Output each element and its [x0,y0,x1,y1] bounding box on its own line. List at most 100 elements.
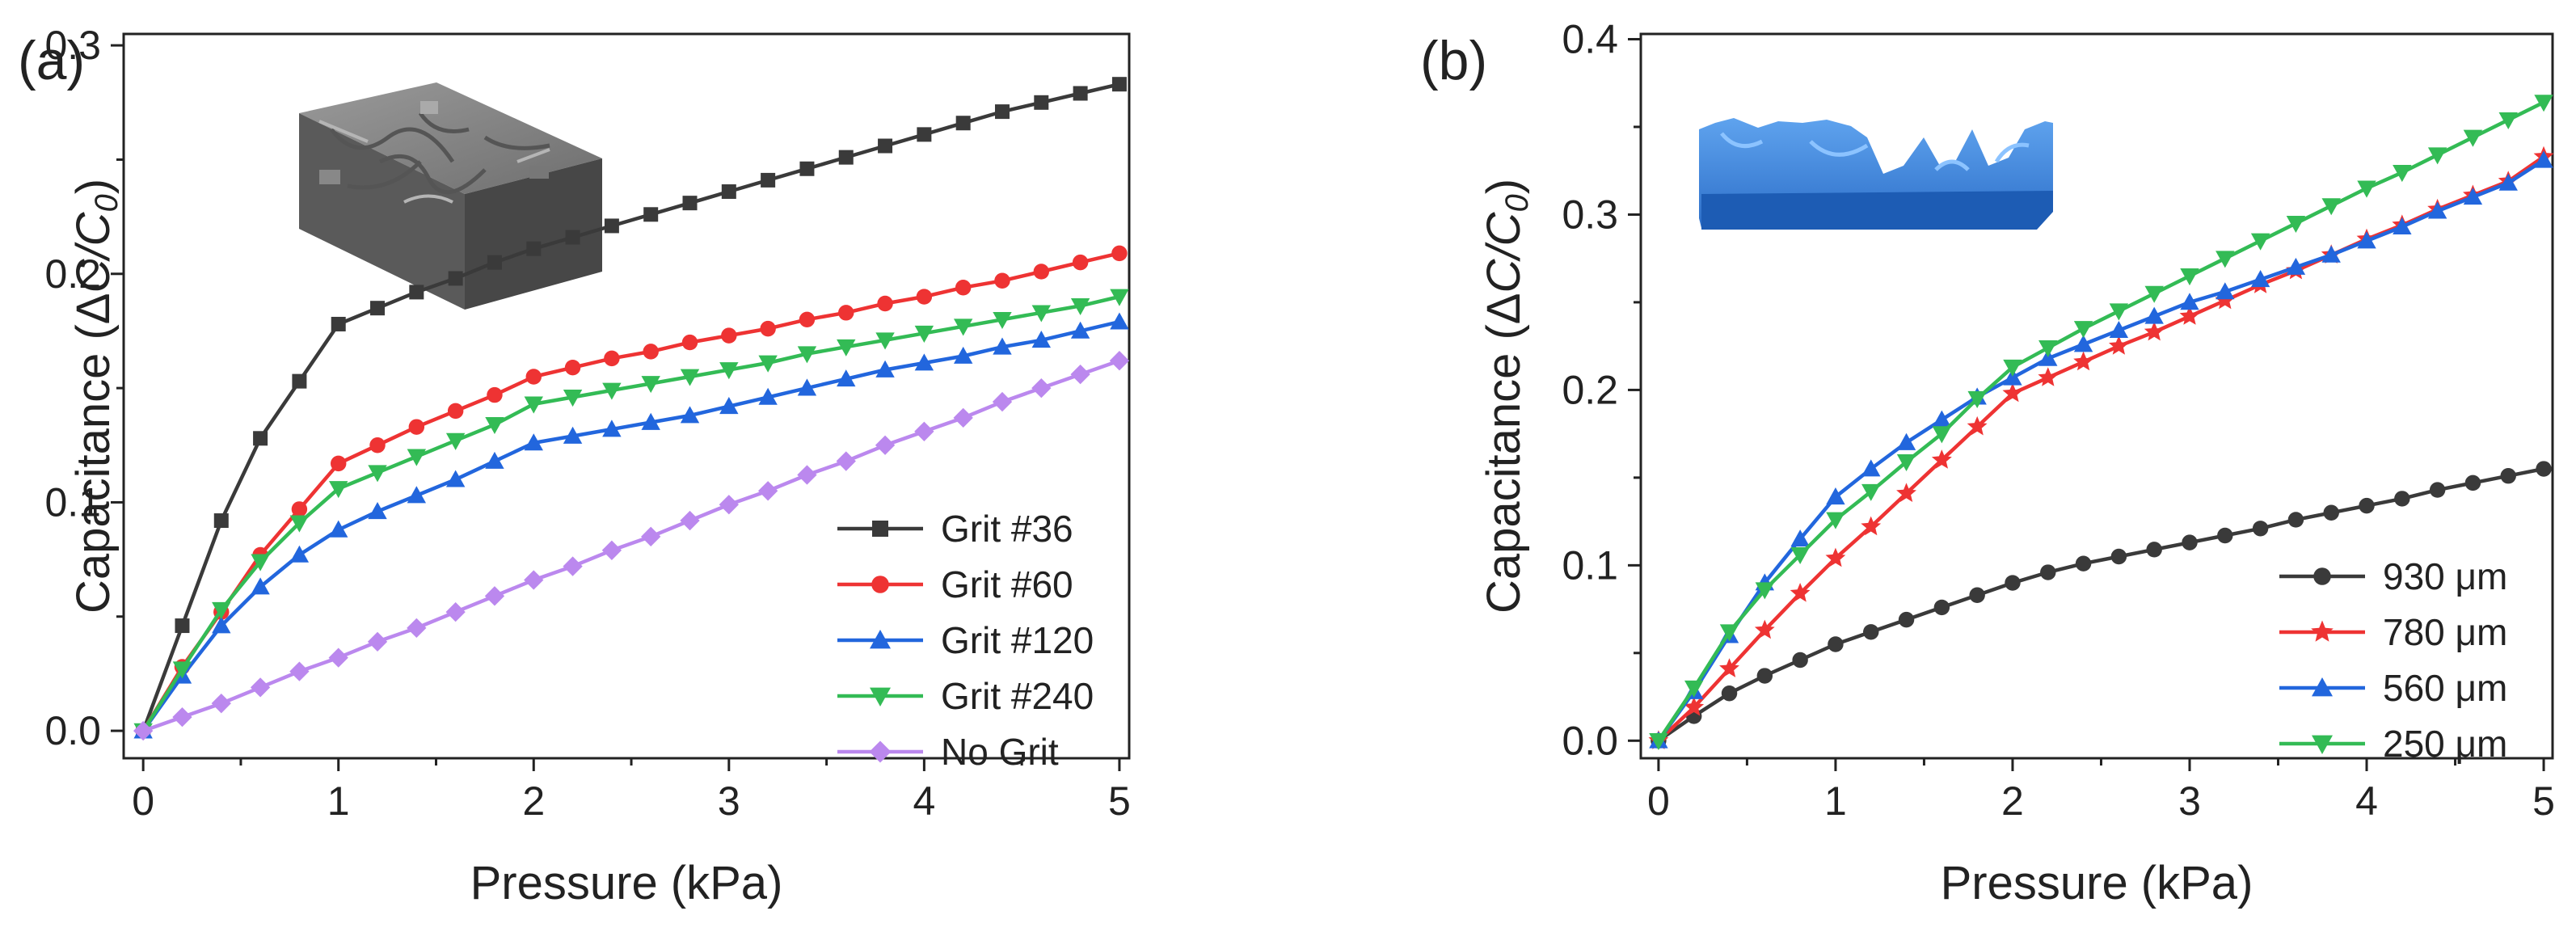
data-point-b-0-3 [1756,668,1773,684]
data-point-b-3-8 [1932,426,1952,444]
data-point-b-0-23 [2464,474,2481,491]
panel-a-label: (a) [18,30,85,91]
data-point-a-1-16 [760,320,776,337]
series-b-3 [1649,95,2553,751]
data-point-a-4-6 [367,631,388,652]
data-point-a-1-6 [369,437,386,453]
data-point-a-0-22 [994,104,1010,120]
data-point-a-1-17 [799,311,816,328]
x-tick-label-b: 0 [1647,778,1670,824]
data-point-a-2-15 [719,397,739,415]
data-point-a-3-5 [329,481,348,499]
data-point-a-1-23 [1033,264,1050,280]
data-point-b-0-22 [2429,482,2446,498]
data-point-a-4-9 [484,586,505,606]
x-tick-label-b: 2 [2001,778,2024,824]
data-point-b-0-8 [1933,599,1950,616]
legend-label-a-3: Grit #240 [941,675,1094,717]
data-point-b-0-14 [2146,542,2162,558]
data-point-a-3-11 [563,390,583,407]
data-point-b-0-20 [2359,497,2375,514]
y-tick-label-b: 0.1 [1562,542,1618,588]
data-point-a-0-7 [409,285,424,300]
data-point-a-3-13 [641,376,660,394]
x-tick-label-b: 4 [2355,778,2378,824]
data-point-a-4-2 [211,694,231,714]
legend-label-b-0: 930 μm [2383,555,2507,597]
data-point-b-1-7 [1896,483,1916,502]
data-point-a-1-7 [408,419,425,435]
data-point-b-0-12 [2075,555,2092,572]
data-point-b-1-16 [2215,289,2236,310]
data-point-a-4-7 [407,618,427,639]
data-point-a-4-4 [289,661,310,681]
x-tick-label-a: 2 [522,778,545,824]
data-point-a-4-14 [680,510,700,531]
data-point-a-1-12 [604,350,620,367]
x-tick-label-a: 1 [327,778,350,824]
data-point-a-3-3 [251,554,270,572]
data-point-a-0-2 [213,513,229,529]
data-point-a-1-21 [955,280,972,296]
data-point-b-0-5 [1828,636,1844,652]
legend-label-b-2: 560 μm [2383,667,2507,709]
data-point-a-1-22 [994,272,1010,289]
series-line-a-2 [141,319,1120,732]
data-point-b-2-22 [2427,201,2447,219]
data-point-b-1-6 [1861,516,1882,536]
data-point-a-3-2 [212,601,231,619]
data-point-a-0-10 [526,241,542,256]
data-point-b-3-22 [2427,147,2447,165]
data-point-a-1-8 [447,403,464,420]
data-point-a-0-20 [917,127,932,142]
data-point-b-1-13 [2109,335,2129,355]
data-point-b-3-15 [2180,268,2199,286]
plot-frame-a [122,32,1131,760]
data-point-a-0-19 [878,138,893,154]
grit-mold-inset-icon [299,82,602,310]
data-point-a-1-15 [721,327,737,344]
y-tick-label-b: 0.4 [1562,17,1618,62]
data-point-b-3-9 [1967,390,1987,408]
data-point-a-3-17 [797,346,817,364]
data-point-b-3-20 [2357,180,2376,198]
x-tick-label-b: 5 [2532,778,2555,824]
data-point-b-3-1 [1684,680,1704,698]
data-point-b-3-17 [2250,233,2270,251]
data-point-a-2-25 [1110,312,1129,330]
legend-a: Grit #36 Grit #60 Grit #120 Grit #240 No Gri… [837,508,1094,773]
data-point-b-3-16 [2216,251,2235,268]
data-point-b-1-1 [1684,697,1705,716]
data-point-b-2-18 [2286,257,2306,275]
data-point-a-4-10 [524,570,544,590]
data-point-b-2-7 [1896,432,1916,450]
data-point-a-3-24 [1070,297,1090,316]
series-line-b-2 [1657,158,2545,742]
data-point-b-0-18 [2287,512,2304,528]
data-point-a-3-7 [407,449,427,466]
data-point-b-0-2 [1721,685,1738,702]
data-point-a-2-10 [524,433,543,451]
data-point-a-3-19 [875,332,895,350]
data-point-a-4-18 [836,451,856,471]
data-point-a-4-12 [601,540,622,560]
data-point-b-3-11 [2038,340,2058,358]
data-point-a-1-24 [1072,254,1089,271]
y-tick-label-a: 0.2 [44,251,101,297]
legend-label-b-1: 780 μm [2383,611,2507,653]
x-tick-label-a: 0 [132,778,154,824]
legend-marker-a-3 [870,687,891,706]
data-point-a-3-4 [289,515,310,533]
data-point-a-3-9 [485,416,504,435]
data-point-a-1-10 [525,369,542,385]
data-point-a-3-15 [719,362,739,380]
y-axis-title-b: Capacitance (ΔC/C0) [1478,179,1535,614]
data-point-b-1-12 [2073,351,2093,371]
legend-marker-a-2 [870,630,891,649]
data-point-a-3-25 [1110,289,1129,306]
x-axis-title-b: Pressure (kPa) [1941,857,2253,909]
x-tick-label-a: 4 [913,778,935,824]
data-point-b-0-13 [2110,548,2127,565]
data-point-b-0-25 [2536,461,2552,477]
